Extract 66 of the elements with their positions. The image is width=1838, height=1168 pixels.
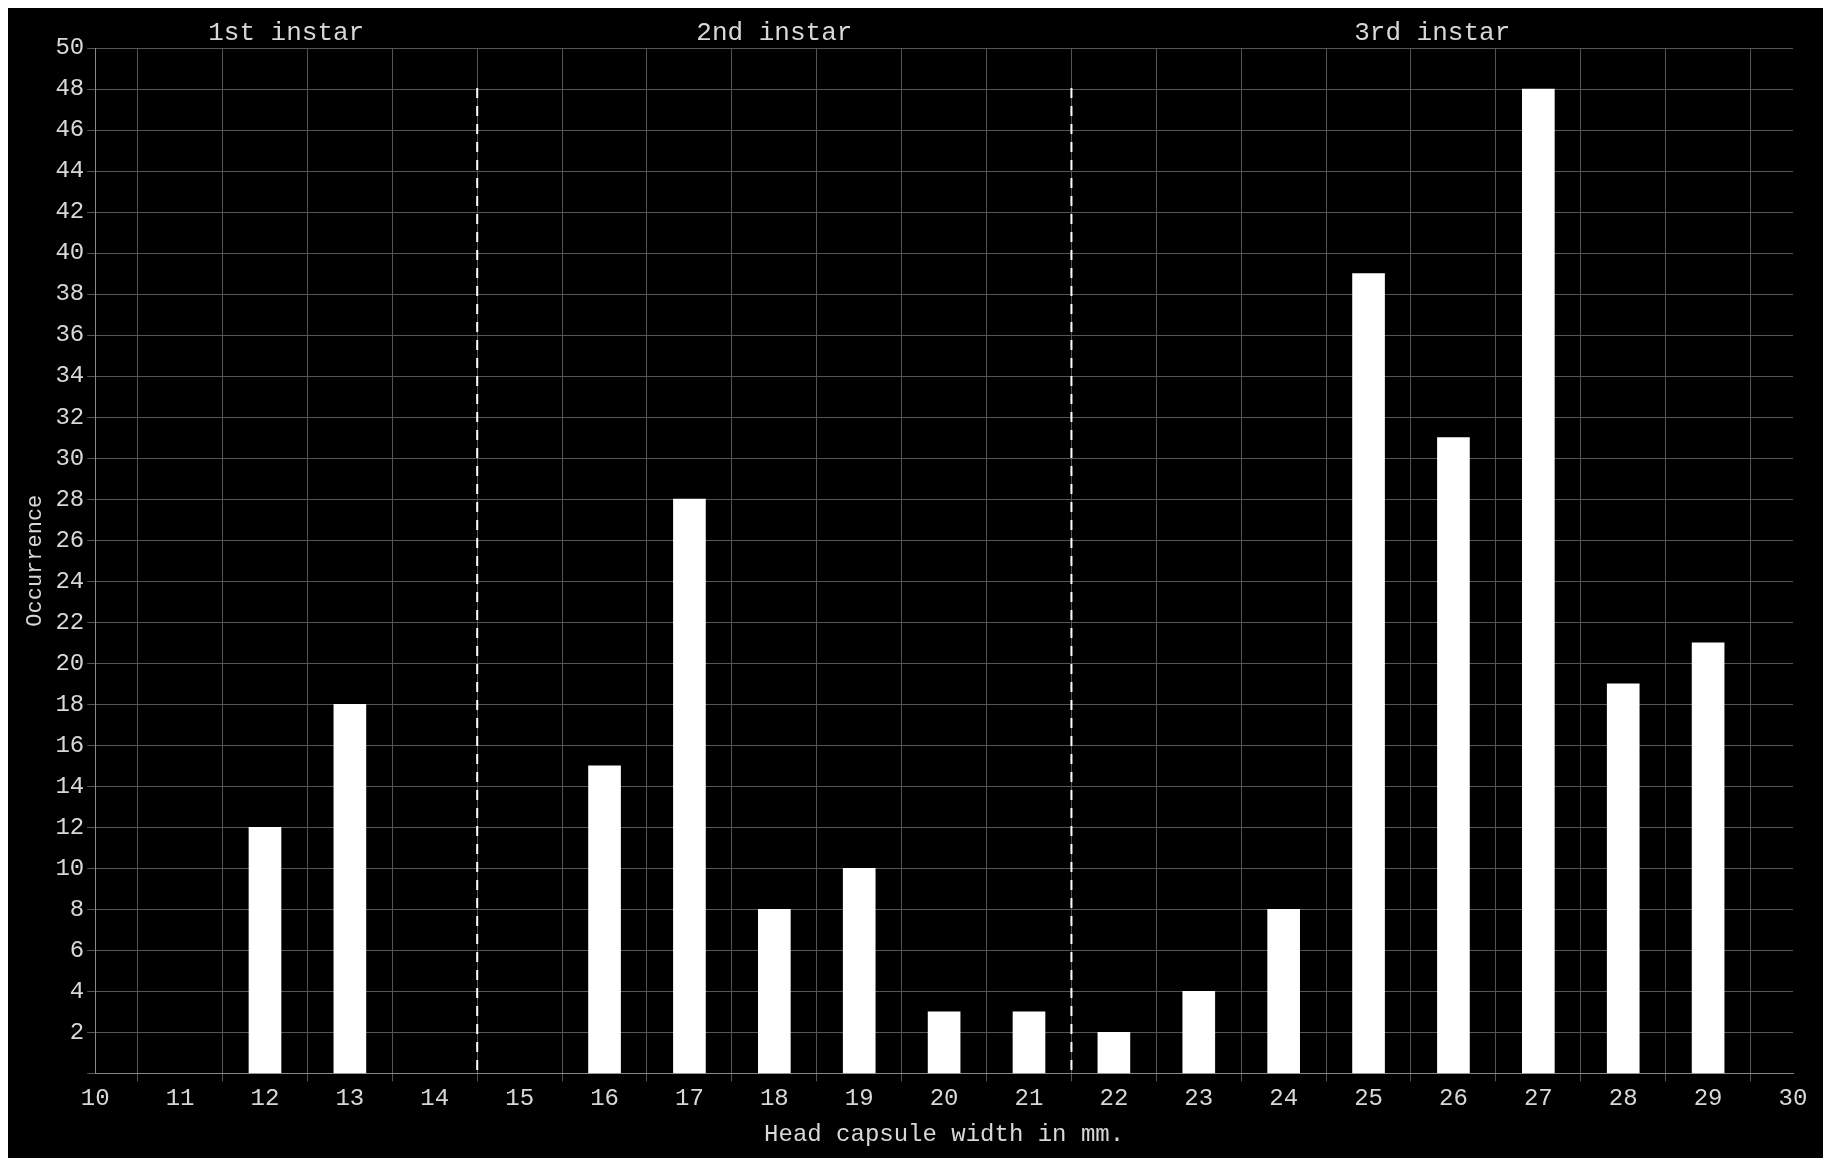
x-tick-label: 15: [505, 1085, 535, 1113]
bar: [1691, 642, 1725, 1074]
x-tick-label: 16: [590, 1085, 619, 1113]
y-tick-label: 6: [69, 936, 85, 964]
y-tick-label: 12: [55, 813, 85, 841]
y-tick-label: 2: [69, 1018, 85, 1046]
x-tick-label: 18: [759, 1085, 789, 1113]
y-tick-label: 20: [55, 649, 85, 677]
y-tick-label: 30: [55, 444, 85, 472]
bar: [842, 867, 876, 1074]
y-tick-label: 42: [55, 198, 85, 226]
y-tick-label: 4: [69, 977, 85, 1005]
x-tick-label: 25: [1354, 1085, 1383, 1113]
y-tick-label: 18: [55, 690, 85, 718]
bar: [927, 1011, 961, 1074]
bar: [1097, 1032, 1131, 1074]
x-tick-label: 17: [675, 1085, 704, 1113]
bar: [1012, 1011, 1046, 1074]
y-tick-label: 24: [55, 567, 85, 595]
x-tick-label: 29: [1693, 1085, 1723, 1113]
y-tick-label: 10: [55, 854, 85, 882]
y-tick-label: 8: [69, 895, 85, 923]
y-tick-label: 22: [55, 608, 85, 636]
x-tick-label: 22: [1099, 1085, 1129, 1113]
y-tick-label: 44: [55, 157, 85, 185]
y-tick-label: 28: [55, 485, 85, 513]
bar: [1522, 88, 1555, 1074]
bar: [1182, 991, 1216, 1074]
y-tick-label: 48: [55, 75, 85, 103]
bar: [1606, 683, 1640, 1074]
x-tick-label: 14: [420, 1085, 450, 1113]
bar: [1267, 909, 1300, 1074]
x-tick-label: 19: [844, 1085, 874, 1113]
x-tick-label: 23: [1184, 1085, 1214, 1113]
text: 2nd instar: [696, 17, 853, 48]
y-tick-label: 38: [55, 280, 85, 308]
bar: [1352, 273, 1385, 1074]
x-tick-label: 21: [1014, 1085, 1044, 1113]
y-tick-label: 34: [55, 362, 85, 390]
y-tick-label: 46: [55, 116, 85, 144]
x-tick-label: 30: [1778, 1085, 1808, 1113]
x-axis-title: Head capsule width in mm.: [764, 1120, 1125, 1148]
x-tick-label: 27: [1523, 1085, 1553, 1113]
x-tick-label: 26: [1439, 1085, 1468, 1113]
x-tick-label: 12: [250, 1085, 280, 1113]
y-tick-label: 40: [55, 239, 85, 267]
bar: [248, 826, 282, 1074]
bar: [333, 703, 367, 1074]
x-tick-label: 11: [165, 1085, 195, 1113]
y-tick-label: 36: [55, 321, 85, 349]
bar: [1437, 437, 1470, 1074]
text: 1st instar: [208, 17, 365, 48]
x-tick-label: 13: [335, 1085, 365, 1113]
x-tick-label: 28: [1608, 1085, 1638, 1113]
bar: [588, 765, 621, 1074]
y-tick-label: 26: [55, 526, 85, 554]
y-tick-label: 14: [55, 772, 85, 800]
y-axis-title: Occurrence: [23, 494, 49, 627]
text: 3rd instar: [1354, 17, 1511, 48]
bar: [673, 498, 706, 1074]
bar: [757, 909, 791, 1074]
y-tick-label: 50: [55, 34, 85, 62]
y-tick-label: 16: [55, 731, 85, 759]
x-tick-label: 24: [1269, 1085, 1299, 1113]
x-tick-label: 20: [929, 1085, 959, 1113]
y-tick-label: 32: [55, 403, 85, 431]
